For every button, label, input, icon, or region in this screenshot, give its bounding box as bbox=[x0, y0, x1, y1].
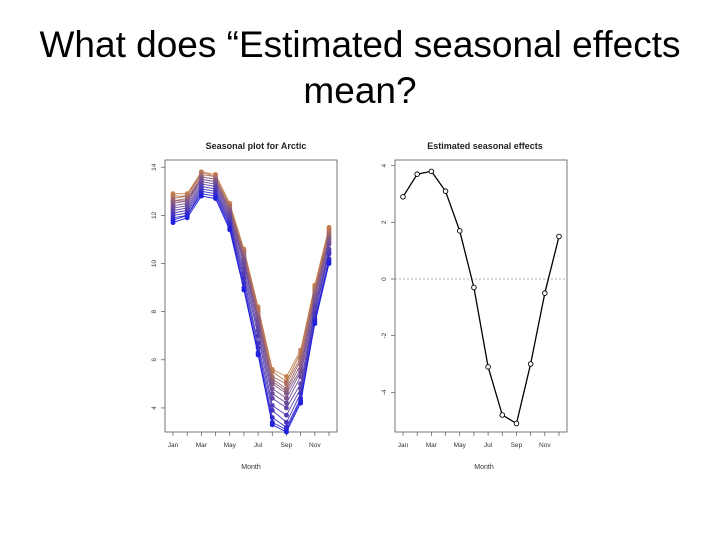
data-point bbox=[213, 196, 218, 201]
series-layer bbox=[170, 169, 332, 435]
series-line bbox=[172, 183, 330, 409]
plot-frame bbox=[394, 159, 568, 433]
x-axis: Jan Mar May Jul Sep Nov bbox=[168, 432, 330, 449]
x-tick-label: May bbox=[454, 442, 467, 449]
series-line bbox=[402, 170, 560, 425]
data-point bbox=[312, 321, 318, 327]
y-tick-label: -4 bbox=[381, 389, 388, 395]
slide-title-line-2: mean? bbox=[303, 70, 417, 111]
plot-frame bbox=[164, 159, 338, 433]
data-point bbox=[485, 364, 491, 370]
data-point bbox=[527, 361, 534, 367]
chart-title: Seasonal plot for Arctic bbox=[206, 141, 307, 151]
x-tick-label: Sep bbox=[281, 442, 293, 449]
x-tick-label: May bbox=[224, 442, 237, 449]
estimated-seasonal-effects-chart: Estimated seasonal effects -4 -2 0 2 4 Jan Ma… bbox=[381, 141, 568, 471]
series-line bbox=[172, 178, 330, 399]
y-tick-label: -2 bbox=[381, 332, 388, 338]
data-point bbox=[556, 233, 562, 240]
series-line bbox=[172, 195, 330, 433]
data-point bbox=[269, 422, 275, 428]
x-tick-label: Mar bbox=[196, 442, 208, 449]
y-tick-label: 14 bbox=[151, 163, 158, 171]
x-tick-label: Jul bbox=[254, 442, 263, 449]
chart-title: Estimated seasonal effects bbox=[427, 141, 543, 151]
x-tick-label: Jan bbox=[398, 442, 409, 449]
y-tick-label: 0 bbox=[381, 277, 388, 281]
series-line bbox=[173, 176, 330, 392]
y-tick-label: 12 bbox=[151, 211, 158, 219]
data-point bbox=[227, 227, 233, 233]
x-tick-label: Sep bbox=[511, 442, 523, 449]
y-axis: 4 6 8 10 12 14 bbox=[151, 163, 165, 410]
slide-title-line-1: What does “Estimated seasonal effects bbox=[39, 24, 681, 65]
data-point bbox=[542, 290, 548, 296]
data-point bbox=[284, 405, 289, 411]
data-point bbox=[326, 261, 332, 266]
data-point bbox=[428, 168, 435, 175]
x-tick-label: Nov bbox=[309, 442, 321, 449]
x-axis: Jan Mar May Jul Sep Nov bbox=[398, 432, 560, 449]
data-point bbox=[471, 284, 477, 291]
data-point bbox=[198, 193, 204, 199]
seasonal-plot-chart: Seasonal plot for Arctic 4 6 8 10 12 14 Jan Ma… bbox=[151, 141, 338, 471]
y-tick-label: 6 bbox=[151, 358, 158, 362]
x-tick-label: Nov bbox=[539, 442, 551, 449]
x-tick-label: Mar bbox=[426, 442, 438, 449]
series-line bbox=[172, 181, 330, 404]
data-point bbox=[298, 400, 304, 406]
x-axis-label: Month bbox=[241, 464, 261, 471]
data-point bbox=[326, 251, 332, 257]
x-tick-label: Jul bbox=[484, 442, 493, 449]
data-point bbox=[442, 188, 449, 194]
data-point bbox=[284, 391, 289, 396]
x-tick-label: Jan bbox=[168, 442, 179, 449]
data-point bbox=[241, 287, 247, 293]
data-point bbox=[499, 412, 506, 418]
data-point bbox=[414, 171, 420, 177]
x-axis-label: Month bbox=[474, 464, 494, 471]
data-point bbox=[456, 228, 463, 234]
series-line bbox=[172, 173, 330, 385]
series-line bbox=[172, 186, 330, 416]
y-tick-label: 2 bbox=[381, 220, 388, 224]
y-tick-label: 4 bbox=[151, 406, 158, 410]
y-tick-label: 4 bbox=[381, 163, 388, 167]
data-point bbox=[284, 395, 289, 401]
data-point bbox=[284, 400, 289, 406]
series-layer bbox=[400, 168, 562, 427]
y-axis: -4 -2 0 2 4 bbox=[381, 163, 395, 395]
data-point bbox=[400, 194, 406, 200]
data-point bbox=[255, 352, 261, 358]
data-point bbox=[284, 429, 289, 435]
series-line bbox=[172, 188, 330, 423]
data-point bbox=[184, 215, 190, 221]
data-point bbox=[513, 420, 520, 427]
slide-title: What does “Estimated seasonal effects me… bbox=[0, 22, 720, 114]
y-tick-label: 10 bbox=[151, 260, 158, 268]
y-tick-label: 8 bbox=[151, 309, 158, 313]
data-point bbox=[326, 241, 332, 247]
data-point bbox=[284, 412, 289, 418]
data-point bbox=[170, 220, 176, 226]
